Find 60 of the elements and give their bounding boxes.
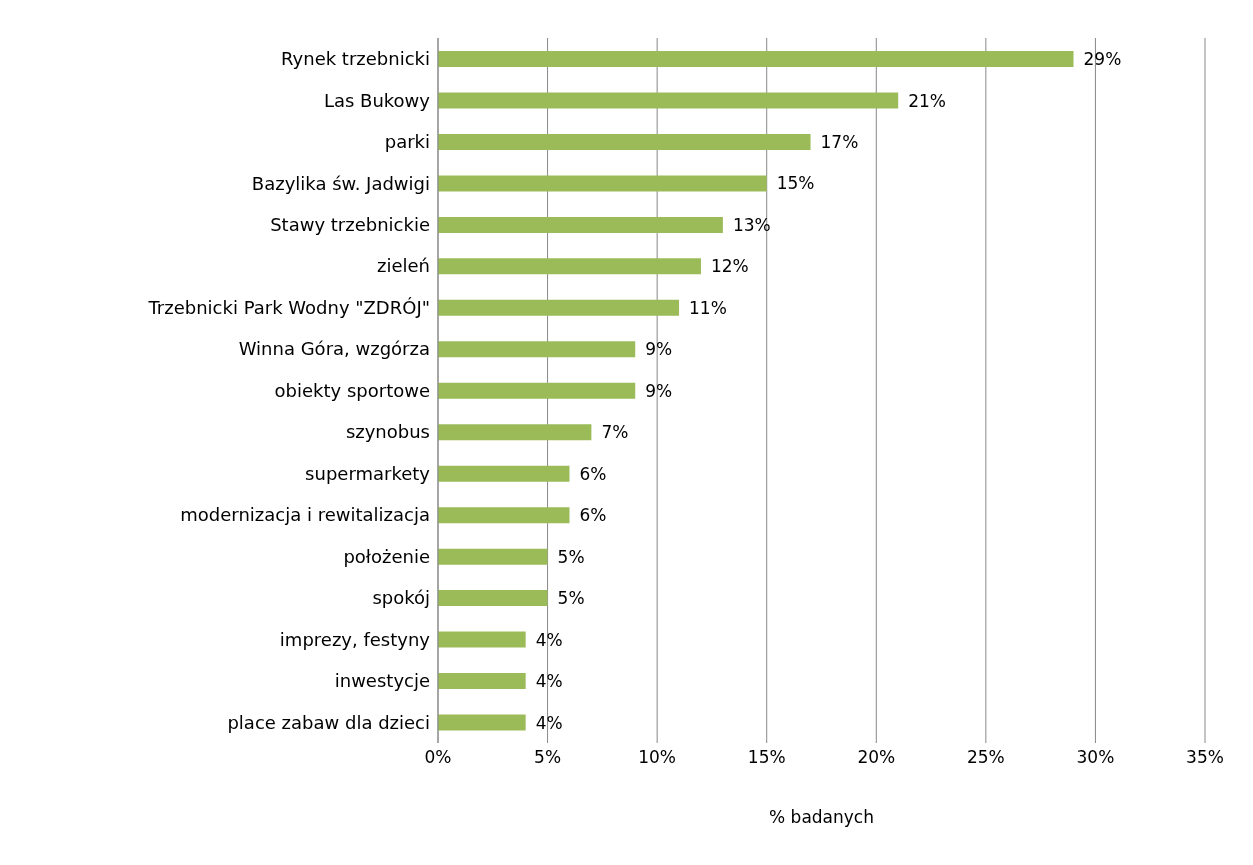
x-tick-label: 30%	[1076, 747, 1115, 768]
bar	[438, 382, 636, 399]
y-tick-label: Stawy trzebnickie	[270, 214, 430, 236]
y-tick-label: szynobus	[345, 421, 430, 443]
bar	[438, 299, 680, 316]
data-label: 7%	[601, 422, 629, 443]
x-tick-label: 35%	[1186, 747, 1224, 768]
data-label: 21%	[908, 90, 946, 111]
y-tick-label: Winna Góra, wzgórza	[238, 338, 430, 360]
x-tick-label: 15%	[747, 747, 786, 768]
x-tick-label: 20%	[857, 747, 896, 768]
data-label: 15%	[776, 173, 815, 194]
bar	[438, 216, 723, 233]
bar	[438, 424, 592, 441]
x-axis-title: % badanych	[769, 807, 874, 827]
data-label: 4%	[535, 671, 563, 692]
bar	[438, 631, 526, 648]
x-tick-label: 25%	[966, 747, 1005, 768]
data-label: 4%	[535, 629, 563, 650]
y-tick-label: Las Bukowy	[323, 89, 431, 111]
bar	[438, 92, 899, 109]
data-label: 5%	[557, 588, 585, 609]
data-label: 17%	[820, 131, 859, 152]
x-tick-label: 10%	[638, 747, 677, 768]
bar	[438, 258, 701, 275]
y-tick-label: place zabaw dla dzieci	[227, 711, 430, 733]
y-tick-label: obiekty sportowe	[274, 379, 430, 401]
data-label: 5%	[557, 546, 585, 567]
y-tick-label: parki	[384, 131, 430, 153]
y-tick-label: spokój	[372, 587, 430, 609]
x-tick-label: 5%	[534, 747, 562, 768]
bar	[438, 673, 526, 690]
data-label: 6%	[579, 505, 607, 526]
y-tick-label: Rynek trzebnicki	[281, 48, 430, 70]
data-label: 13%	[732, 214, 771, 235]
y-tick-label: zieleń	[376, 255, 430, 277]
data-label: 6%	[579, 463, 607, 484]
data-label: 29%	[1083, 49, 1122, 70]
bar	[438, 548, 548, 565]
bar	[438, 51, 1074, 67]
bar	[438, 465, 570, 482]
y-tick-label: supermarkety	[305, 462, 431, 484]
data-label: 9%	[645, 380, 673, 401]
y-tick-label: Trzebnicki Park Wodny "ZDRÓJ"	[147, 296, 430, 318]
bar	[438, 714, 526, 731]
bar	[438, 341, 636, 358]
bar	[438, 590, 548, 607]
data-label: 11%	[689, 297, 727, 318]
data-label: 4%	[535, 712, 563, 733]
bar	[438, 507, 570, 524]
bar	[438, 175, 767, 192]
data-label: 9%	[645, 339, 673, 360]
x-tick-label: 0%	[424, 747, 452, 768]
y-tick-label: Bazylika św. Jadwigi	[251, 172, 430, 194]
y-tick-label: inwestycje	[334, 670, 430, 692]
data-label: 12%	[710, 256, 749, 277]
y-tick-label: modernizacja i rewitalizacja	[180, 504, 430, 526]
y-tick-label: imprezy, festyny	[279, 628, 431, 650]
y-tick-label: położenie	[343, 545, 430, 567]
bar	[438, 133, 811, 150]
